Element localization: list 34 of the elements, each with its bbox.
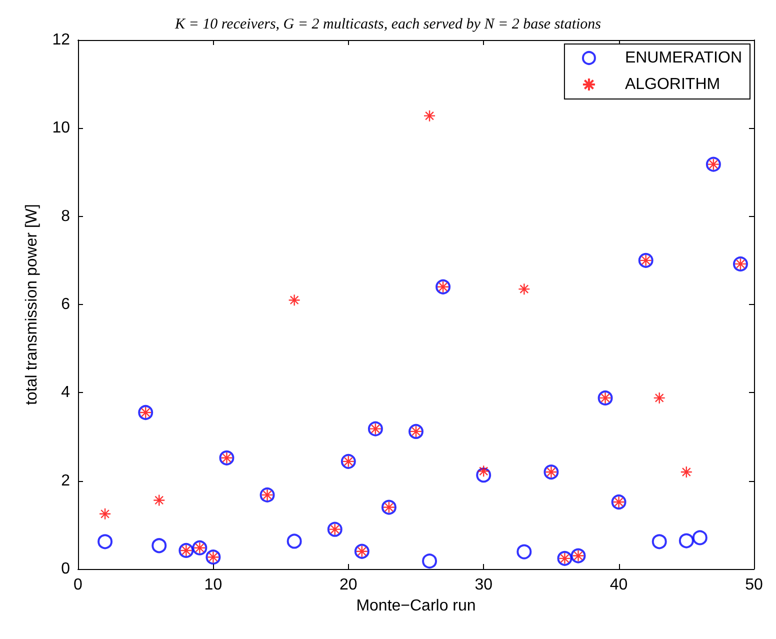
point [518,282,530,296]
point [286,534,302,549]
y-tick-label: 6 [61,296,70,313]
y-tick-label: 8 [61,208,70,225]
y-tick-label: 12 [52,32,70,48]
x-axis-title: Monte−Carlo run [356,597,476,614]
x-tick-label: 50 [745,576,763,594]
point [692,530,708,546]
point [153,494,166,506]
point [678,533,694,548]
point [478,465,490,478]
point [152,538,167,554]
point [98,534,113,550]
point [98,508,112,520]
y-axis-title: total transmission power [W] [24,204,40,405]
x-tick-label: 40 [610,576,628,594]
point [652,534,667,550]
point [423,110,436,122]
point [516,544,532,560]
point [288,294,300,306]
x-tick-label: 0 [74,576,83,594]
chart-title: K = 10 receivers, G = 2 multicasts, each served by N = 2 base stations [174,16,602,32]
point [422,554,438,569]
point [680,466,692,478]
legend-label: ALGORITHM [624,76,720,93]
point [653,392,666,404]
y-tick-label: 4 [61,384,70,402]
y-tick-label: 2 [61,472,70,490]
y-tick-label: 0 [61,560,70,578]
y-tick-label: 10 [52,120,70,137]
x-tick-label: 30 [474,576,493,594]
x-tick-label: 20 [340,576,358,594]
x-tick-label: 10 [204,576,222,594]
legend-label: ENUMERATION [624,50,742,66]
